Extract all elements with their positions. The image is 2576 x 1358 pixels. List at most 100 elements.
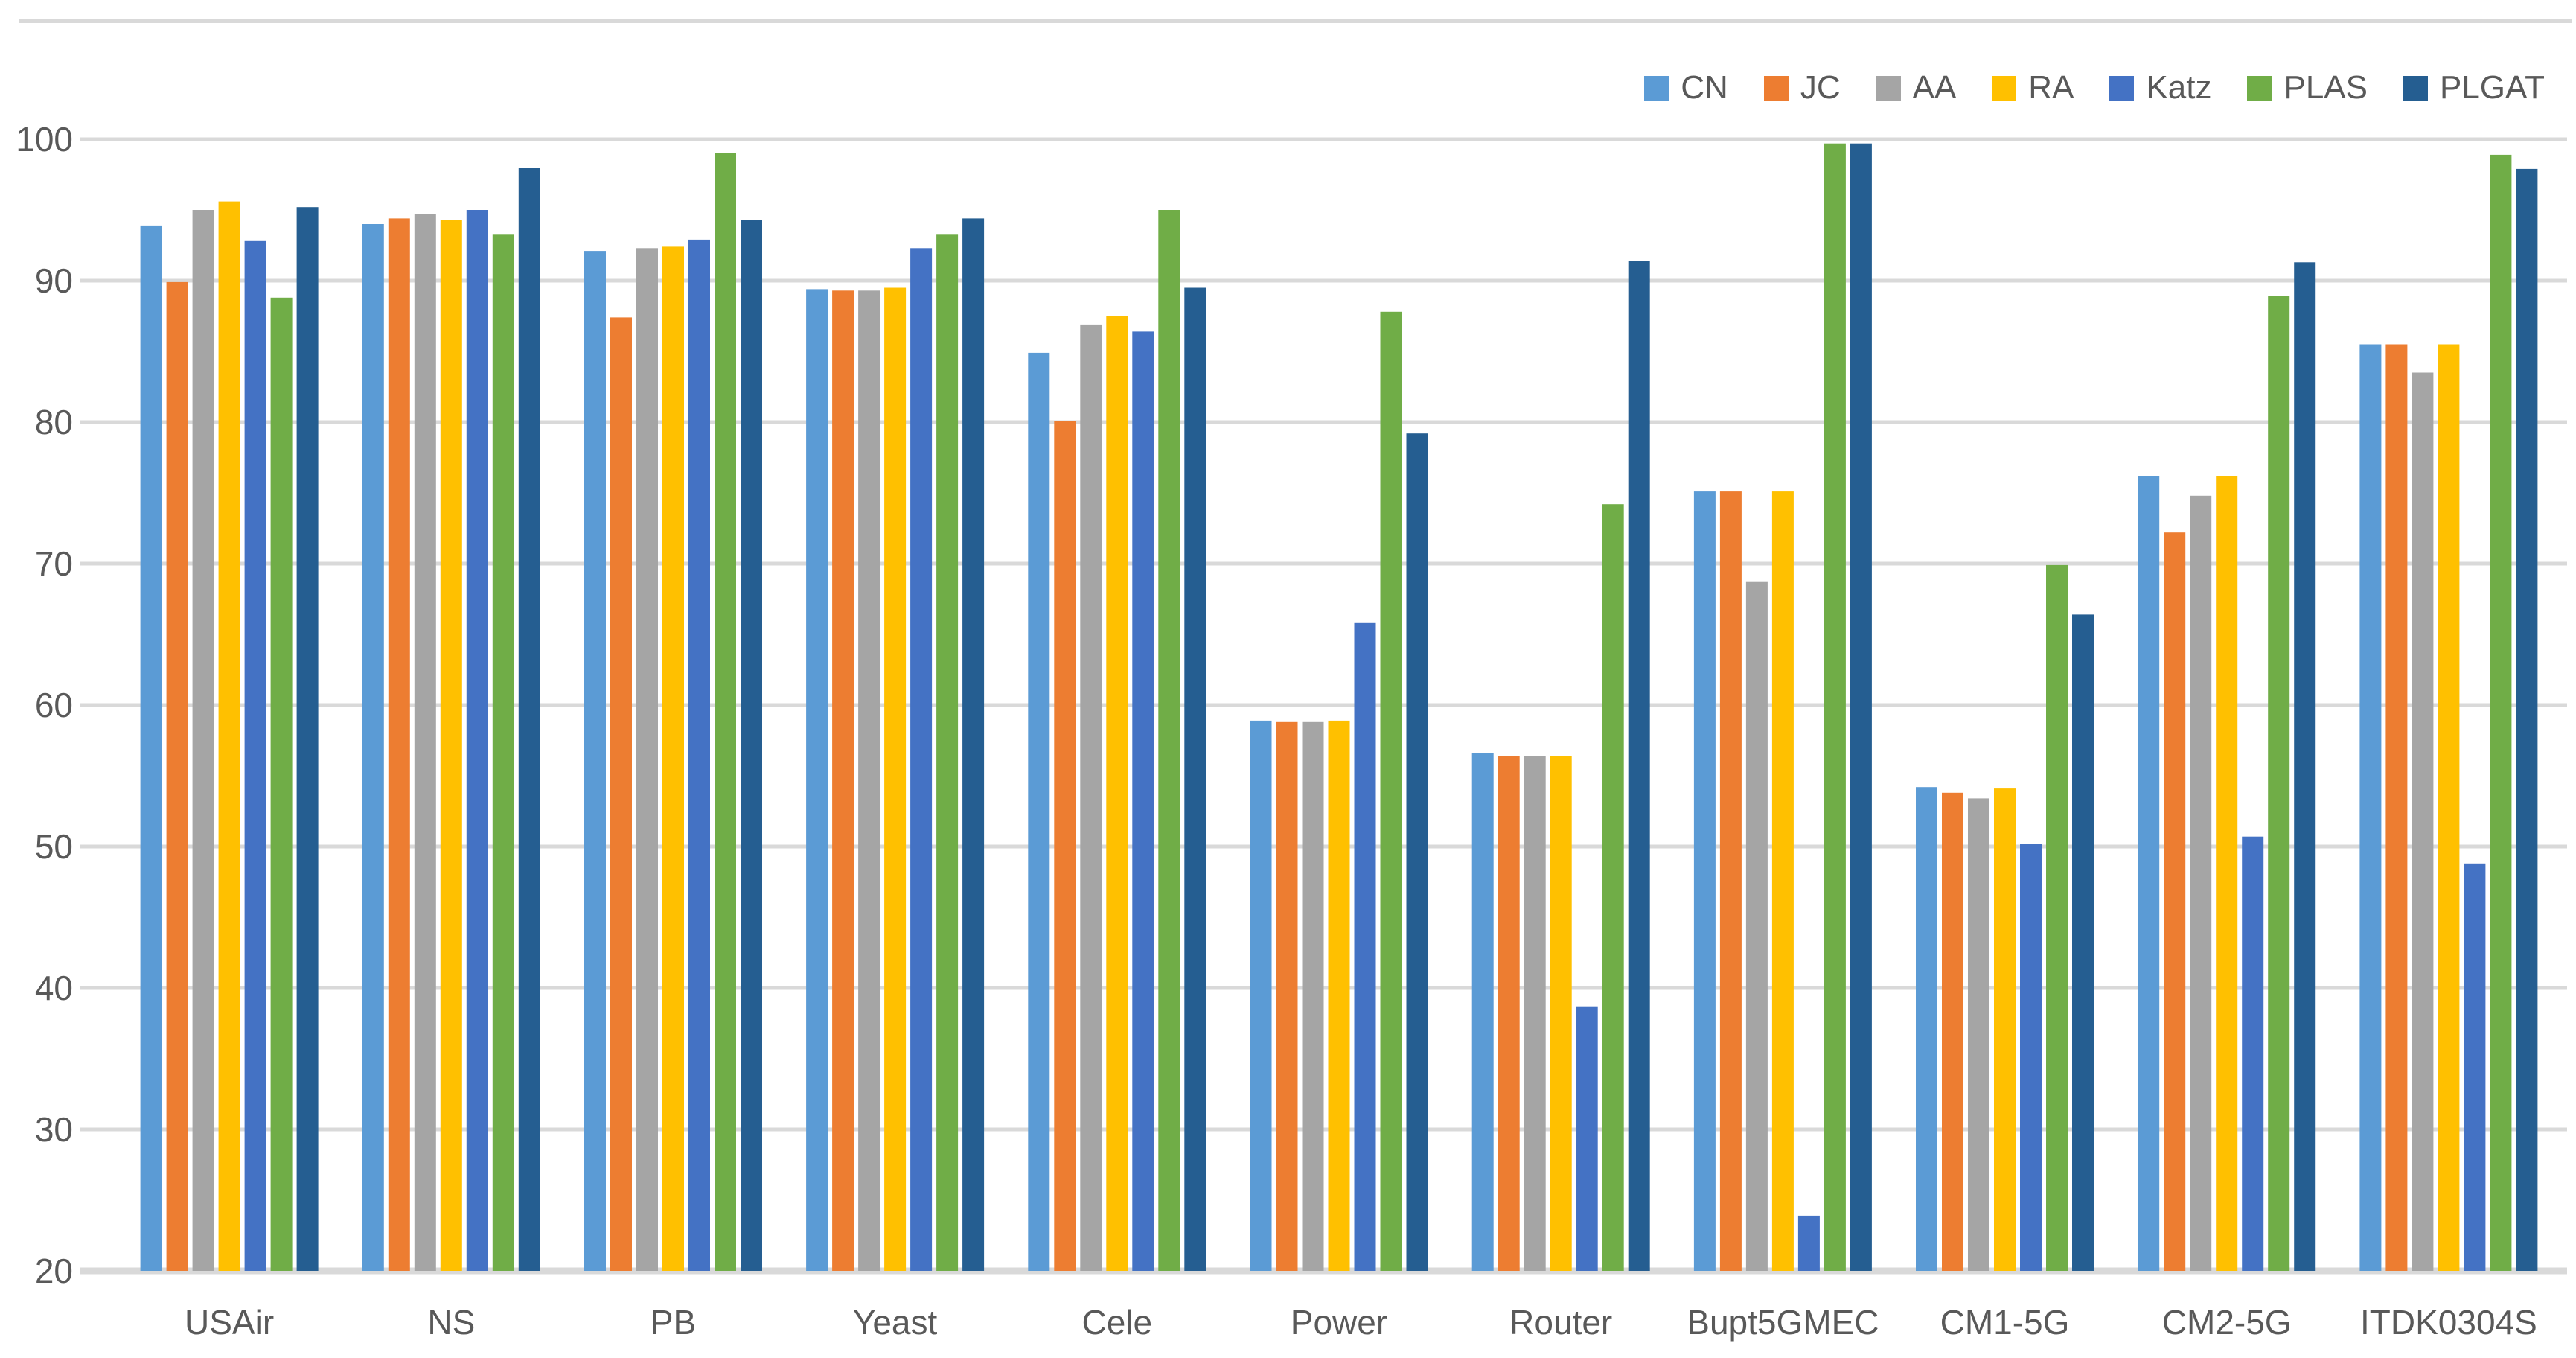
bar-Bupt5GMEC-CN [1693,491,1716,1271]
bar-Router-Katz [1576,1006,1598,1271]
bar-Bupt5GMEC-PLGAT [1850,143,1872,1272]
bar-Router-AA [1524,756,1546,1271]
bar-PB-PLGAT [741,220,762,1271]
bar-CM2-5G-CN [2138,476,2160,1272]
legend-swatch-ra-icon [1992,75,2017,101]
y-tick-90: 90 [35,261,73,300]
x-label-PB: PB [651,1303,696,1342]
bar-CM1-5G-RA [1994,788,2016,1271]
y-tick-80: 80 [35,403,73,441]
bar-PB-CN [584,251,606,1272]
bar-NS-JC [388,218,410,1271]
bar-Yeast-CN [806,289,828,1271]
bar-NS-CN [362,224,384,1271]
legend-item-ra: RA [1992,71,2074,104]
bar-USAir-RA [218,201,240,1272]
bar-Power-Katz [1354,622,1376,1271]
legend-item-plas: PLAS [2247,71,2368,104]
legend-label-aa: AA [1912,69,1957,106]
bar-USAir-PLAS [270,297,293,1271]
bar-Router-PLGAT [1628,261,1650,1271]
bar-CM2-5G-Katz [2242,836,2264,1271]
bar-Router-RA [1550,756,1572,1271]
y-tick-20: 20 [35,1252,73,1290]
bar-Cele-AA [1080,324,1102,1271]
bar-ITDK0304S-PLAS [2490,154,2512,1271]
bar-ITDK0304S-Katz [2464,863,2486,1271]
y-tick-30: 30 [35,1110,73,1149]
y-tick-50: 50 [35,827,73,866]
x-label-ITDK0304S: ITDK0304S [2360,1303,2537,1342]
bar-NS-AA [414,214,436,1272]
bar-USAir-AA [192,210,214,1271]
bar-Yeast-JC [832,290,854,1271]
bar-USAir-PLGAT [296,207,319,1272]
bar-Cele-PLGAT [1184,287,1206,1271]
bar-CM2-5G-RA [2216,476,2238,1272]
x-label-CM2-5G: CM2-5G [2162,1303,2292,1342]
x-label-USAir: USAir [185,1303,274,1342]
bar-Power-JC [1276,721,1298,1271]
x-label-Bupt5GMEC: Bupt5GMEC [1687,1303,1879,1342]
bar-ITDK0304S-PLGAT [2516,168,2538,1271]
bar-Cele-PLAS [1158,210,1180,1271]
bar-USAir-JC [166,281,188,1271]
x-label-NS: NS [427,1303,475,1342]
bar-Bupt5GMEC-RA [1771,491,1794,1271]
bar-PB-JC [610,317,632,1271]
bar-NS-RA [440,220,462,1271]
legend-label-plgat: PLGAT [2439,69,2545,106]
bar-Router-PLAS [1602,504,1624,1272]
bar-CM2-5G-PLGAT [2294,262,2316,1271]
bar-Bupt5GMEC-AA [1745,581,1768,1271]
legend-label-katz: Katz [2146,69,2212,106]
legend-swatch-plas-icon [2247,75,2272,101]
legend-swatch-katz-icon [2109,75,2135,101]
bar-NS-PLAS [492,234,514,1271]
legend-swatch-plgat-icon [2403,75,2428,101]
bar-Power-PLGAT [1406,433,1428,1272]
bar-Power-PLAS [1380,311,1402,1271]
bar-CM2-5G-JC [2164,532,2186,1271]
bar-USAir-CN [140,225,162,1271]
bar-Router-CN [1471,753,1494,1271]
legend-item-aa: AA [1876,69,1957,106]
bar-NS-Katz [466,210,488,1271]
bar-Yeast-Katz [910,248,933,1271]
bar-Yeast-PLGAT [962,218,985,1271]
bar-Power-AA [1302,721,1324,1271]
legend: CN JC AA RA Katz PLAS PLGAT [1644,71,2545,104]
bar-Cele-Katz [1132,331,1154,1271]
bar-ITDK0304S-RA [2438,344,2460,1271]
bar-Yeast-AA [858,290,880,1271]
y-tick-60: 60 [35,686,73,724]
legend-swatch-aa-icon [1876,75,1901,101]
bar-Bupt5GMEC-PLAS [1824,143,1846,1272]
bar-PB-AA [636,248,658,1271]
legend-label-plas: PLAS [2283,69,2368,106]
bar-Bupt5GMEC-Katz [1797,1215,1820,1271]
legend-label-ra: RA [2028,69,2074,106]
bar-CM2-5G-PLAS [2268,296,2290,1271]
bar-USAir-Katz [244,240,266,1271]
legend-swatch-jc-icon [1763,75,1789,101]
bar-CM1-5G-PLAS [2046,564,2068,1271]
y-tick-40: 40 [35,969,73,1007]
bar-Bupt5GMEC-JC [1719,491,1742,1271]
x-label-Cele: Cele [1081,1303,1152,1342]
bar-ITDK0304S-AA [2412,372,2434,1271]
bar-Yeast-PLAS [936,234,959,1271]
legend-item-jc: JC [1763,71,1841,104]
legend-swatch-cn-icon [1644,75,1669,101]
bar-CM1-5G-CN [1916,787,1937,1271]
bar-Power-CN [1250,720,1272,1271]
legend-label-cn: CN [1681,69,1728,106]
bar-NS-PLGAT [518,168,540,1271]
y-tick-70: 70 [35,544,73,583]
bar-CM1-5G-AA [1968,798,1989,1271]
bar-Power-RA [1328,720,1350,1271]
legend-item-cn: CN [1644,71,1728,104]
x-label-Yeast: Yeast [853,1303,938,1342]
